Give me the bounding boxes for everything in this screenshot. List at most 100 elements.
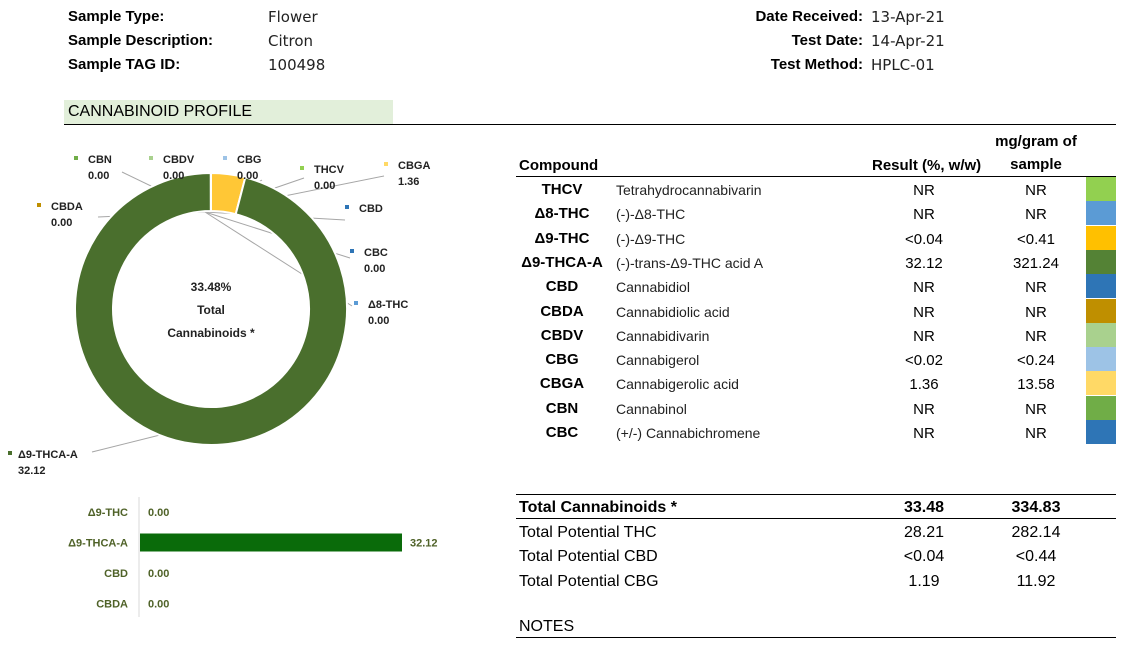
totals-label: Total Potential THC bbox=[519, 523, 657, 541]
mg-value: NR bbox=[1025, 400, 1047, 418]
totals-label: Total Potential CBG bbox=[519, 572, 659, 590]
compound-name: Cannabinol bbox=[616, 400, 687, 417]
result-value: 1.36 bbox=[909, 376, 939, 394]
totals-result: <0.04 bbox=[903, 548, 945, 565]
legend-marker-delta9-thca-a bbox=[8, 451, 12, 455]
totals-mg: 282.14 bbox=[1011, 523, 1061, 541]
compound-name: (-)-Δ9-THC bbox=[616, 230, 686, 247]
compound-abbr: CBD bbox=[545, 278, 579, 296]
mg-header-line1: mg/gram of bbox=[995, 133, 1077, 150]
mg-value: NR bbox=[1025, 206, 1047, 224]
totals-mg: <0.44 bbox=[1015, 548, 1057, 565]
color-swatch bbox=[1086, 371, 1116, 396]
result-header: Result (%, w/w) bbox=[872, 157, 982, 174]
legend-marker-cbga bbox=[384, 162, 388, 166]
color-swatch bbox=[1086, 177, 1116, 201]
donut-label-value: 0.00 bbox=[368, 315, 389, 327]
bar-delta9-thca-a bbox=[140, 533, 402, 552]
donut-label-name: Δ9-THCA-A bbox=[18, 449, 78, 461]
totals-result: 28.21 bbox=[903, 523, 945, 541]
mg-value: NR bbox=[1025, 182, 1047, 199]
result-value: NR bbox=[913, 182, 935, 199]
table-row: CBDA Cannabidiolic acid NR NR bbox=[518, 298, 1116, 323]
table-row: CBN Cannabinol NR NR bbox=[518, 395, 1116, 420]
donut-slices bbox=[74, 171, 348, 446]
table-row: Δ9-THCA-A (-)-trans-Δ9-THC acid A 32.12 321… bbox=[518, 249, 1116, 274]
test-method-label: Test Method: bbox=[770, 56, 863, 73]
bar-value-label: 32.12 bbox=[410, 538, 438, 550]
bar-value-label: 0.00 bbox=[148, 599, 169, 611]
mg-value: <0.24 bbox=[1017, 352, 1055, 370]
cannabinoid-donut-chart: CBN 0.00 CBDV 0.00 CBG 0.00 THCV 0.00 CBGA 1.36 CB… bbox=[8, 154, 430, 477]
sample-description-value: Citron bbox=[268, 32, 314, 50]
sample-type-label: Sample Type: bbox=[68, 8, 165, 25]
donut-label-name: Δ8-THC bbox=[368, 299, 408, 311]
totals-rule bbox=[516, 518, 1116, 519]
donut-center-line2: Cannabinoids * bbox=[167, 326, 255, 340]
totals-result: 1.19 bbox=[908, 572, 940, 590]
sample-tag-label: Sample TAG ID: bbox=[68, 56, 181, 73]
table-row: CBC (+/-) Cannabichromene NR NR bbox=[518, 420, 1116, 444]
result-value: NR bbox=[913, 279, 935, 297]
donut-label-name: THCV bbox=[314, 164, 345, 176]
compound-abbr: THCV bbox=[541, 181, 583, 198]
notes-rule bbox=[516, 637, 1116, 638]
bar-category-label: Δ9-THCA-A bbox=[68, 538, 128, 550]
color-swatch bbox=[1086, 347, 1116, 372]
compound-name: (-)-trans-Δ9-THC acid A bbox=[616, 254, 764, 271]
donut-center-percent: 33.48% bbox=[191, 280, 232, 294]
legend-marker-cbc bbox=[350, 249, 354, 253]
totals-label: Total Potential CBD bbox=[519, 548, 658, 565]
compound-abbr: CBN bbox=[545, 399, 579, 417]
totals-row: Total Cannabinoids * 33.48 334.83 bbox=[518, 495, 1116, 519]
donut-label-value: 0.00 bbox=[314, 180, 335, 192]
bar-value-label: 0.00 bbox=[148, 568, 169, 580]
compound-abbr: Δ9-THCA-A bbox=[521, 253, 603, 271]
donut-label-name: CBN bbox=[88, 154, 112, 166]
cannabinoid-bar-chart: Δ9-THC 0.00 Δ9-THCA-A 32.12 CBD 0.00 CBDA 0.00 bbox=[68, 497, 438, 617]
color-swatch bbox=[1086, 395, 1116, 420]
compound-name: (-)-Δ8-THC bbox=[616, 206, 686, 223]
section-divider bbox=[64, 124, 1116, 125]
table-row: CBGA Cannabigerolic acid 1.36 13.58 bbox=[518, 371, 1116, 396]
color-swatch bbox=[1086, 201, 1116, 226]
donut-label-name: CBDV bbox=[163, 154, 195, 166]
compound-name: Tetrahydrocannabivarin bbox=[616, 182, 762, 198]
legend-marker-cbn bbox=[74, 156, 78, 160]
result-value: <0.02 bbox=[905, 352, 943, 370]
color-swatch bbox=[1086, 274, 1116, 299]
mg-value: <0.41 bbox=[1017, 230, 1055, 248]
donut-label-value: 32.12 bbox=[18, 465, 46, 477]
bar-value-label: 0.00 bbox=[148, 507, 169, 519]
result-value: NR bbox=[913, 303, 935, 321]
donut-slice-delta9-thca-a bbox=[74, 171, 348, 446]
color-swatch bbox=[1086, 249, 1116, 274]
compound-abbr: CBGA bbox=[539, 375, 585, 393]
donut-labels: CBN 0.00 CBDV 0.00 CBG 0.00 THCV 0.00 CBGA 1.36 CB… bbox=[8, 154, 430, 477]
donut-label-value: 0.00 bbox=[88, 170, 109, 182]
color-swatch bbox=[1086, 298, 1116, 323]
table-header-rule bbox=[516, 176, 1116, 177]
legend-marker-cbg bbox=[223, 156, 227, 160]
test-date-label: Test Date: bbox=[791, 32, 863, 49]
compound-name: Cannabidiol bbox=[616, 279, 690, 296]
donut-label-name: CBGA bbox=[398, 160, 430, 172]
compound-name: Cannabidivarin bbox=[616, 327, 710, 344]
date-received-value: 13-Apr-21 bbox=[871, 8, 945, 26]
mg-value: NR bbox=[1025, 303, 1047, 321]
legend-marker-cbd bbox=[345, 205, 349, 209]
compound-abbr: CBG bbox=[545, 351, 579, 369]
table-row: Δ8-THC (-)-Δ8-THC NR NR bbox=[518, 201, 1116, 226]
mg-header-line2: sample bbox=[1010, 156, 1062, 173]
legend-marker-delta8-thc bbox=[354, 301, 358, 305]
result-value: NR bbox=[913, 425, 935, 442]
donut-label-value: 0.00 bbox=[364, 263, 385, 275]
mg-value: 321.24 bbox=[1013, 254, 1059, 272]
legend-marker-cbda bbox=[37, 203, 41, 207]
sample-tag-value: 100498 bbox=[268, 56, 326, 74]
table-row: CBG Cannabigerol <0.02 <0.24 bbox=[518, 347, 1116, 372]
donut-label-value: 1.36 bbox=[398, 176, 419, 188]
legend-marker-cbdv bbox=[149, 156, 153, 160]
result-value: <0.04 bbox=[905, 230, 943, 248]
result-value: NR bbox=[913, 327, 935, 345]
